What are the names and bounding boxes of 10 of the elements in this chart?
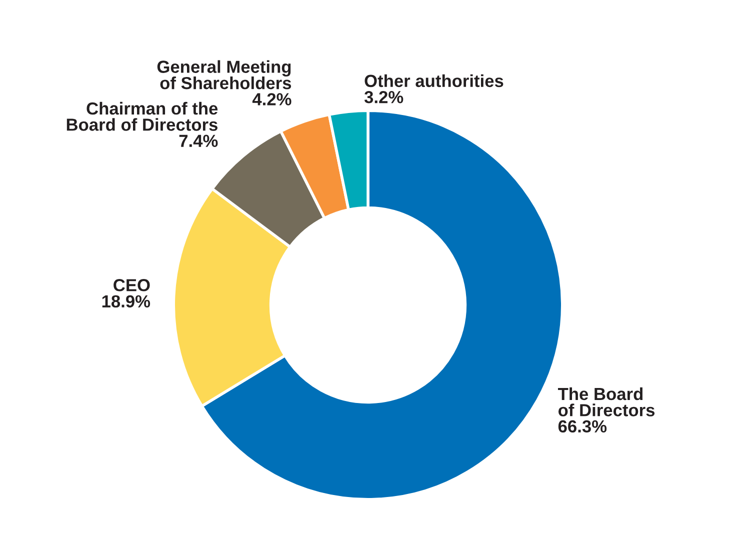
data-label: 3.2%: [364, 90, 404, 104]
data-label: 18.9%: [102, 295, 150, 308]
slice-label: Chairman of the Board of Directors: [66, 102, 218, 131]
data-label: 66.3%: [558, 420, 607, 433]
slice-label: Other authorities: [364, 74, 504, 88]
data-label: 7.4%: [179, 134, 218, 147]
slice-label: General Meeting of Shareholders: [157, 60, 292, 90]
slice-label: The Board of Directors: [558, 387, 655, 416]
slice-label: CEO: [114, 279, 150, 292]
data-label: 4.2%: [252, 93, 292, 106]
